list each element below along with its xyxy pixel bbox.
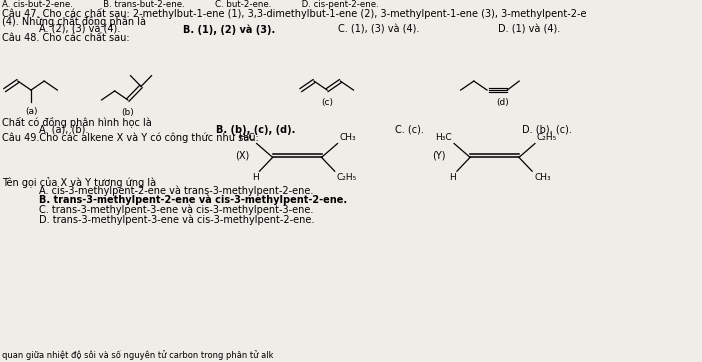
Text: H₃C: H₃C (238, 132, 255, 142)
Text: A. (a), (b).: A. (a), (b). (39, 125, 89, 135)
Text: H₃C: H₃C (436, 132, 452, 142)
Text: A. cis-3-methylpent-2-ene và trans-3-methylpent-2-ene.: A. cis-3-methylpent-2-ene và trans-3-met… (39, 185, 314, 195)
Text: H: H (252, 173, 258, 182)
Text: (a): (a) (25, 107, 37, 116)
Text: CH₃: CH₃ (339, 132, 356, 142)
Text: Câu 49.Cho các alkene X và Y có công thức như sau:: Câu 49.Cho các alkene X và Y có công thứ… (2, 132, 258, 143)
Text: C. (c).: C. (c). (395, 125, 424, 135)
Text: C₂H₅: C₂H₅ (336, 173, 357, 182)
Text: Câu 47. Cho các chất sau: 2-methylbut-1-ene (1), 3,3-dimethylbut-1-ene (2), 3-me: Câu 47. Cho các chất sau: 2-methylbut-1-… (2, 8, 586, 19)
Text: (d): (d) (496, 98, 509, 107)
Text: C₂H₅: C₂H₅ (537, 132, 557, 142)
Text: A. cis-but-2-ene.           B. trans-but-2-ene.           C. but-2-ene.         : A. cis-but-2-ene. B. trans-but-2-ene. C.… (2, 0, 378, 9)
Text: H: H (449, 173, 456, 182)
Text: D. (b), (c).: D. (b), (c). (522, 125, 571, 135)
Text: D. trans-3-methylpent-3-ene và cis-3-methylpent-2-ene.: D. trans-3-methylpent-3-ene và cis-3-met… (39, 215, 315, 225)
Text: A. (2), (3) và (4).: A. (2), (3) và (4). (39, 25, 121, 35)
Text: Tên gọi của X và Y tương ứng là: Tên gọi của X và Y tương ứng là (2, 177, 156, 188)
Text: D. (1) và (4).: D. (1) và (4). (498, 25, 560, 35)
Text: C. trans-3-methylpent-3-ene và cis-3-methylpent-3-ene.: C. trans-3-methylpent-3-ene và cis-3-met… (39, 205, 314, 215)
Text: B. (b), (c), (d).: B. (b), (c), (d). (216, 125, 296, 135)
Text: Chất có đồng phân hình học là: Chất có đồng phân hình học là (2, 117, 152, 128)
Text: C. (1), (3) và (4).: C. (1), (3) và (4). (338, 25, 420, 35)
Text: (X): (X) (235, 150, 249, 160)
Text: B. trans-3-methylpent-2-ene và cis-3-methylpent-2-ene.: B. trans-3-methylpent-2-ene và cis-3-met… (39, 195, 347, 206)
Text: quan giữa nhiệt độ sôi và số nguyên tử carbon trong phân tử alk: quan giữa nhiệt độ sôi và số nguyên tử c… (2, 350, 273, 360)
Text: (c): (c) (322, 98, 333, 107)
Text: CH₃: CH₃ (534, 173, 550, 182)
Text: B. (1), (2) và (3).: B. (1), (2) và (3). (183, 25, 276, 35)
Text: (Y): (Y) (432, 150, 446, 160)
Text: (b): (b) (121, 108, 134, 117)
Text: (4). Những chất đồng phân là: (4). Những chất đồng phân là (2, 16, 146, 27)
Text: Câu 48. Cho các chất sau:: Câu 48. Cho các chất sau: (2, 33, 129, 43)
